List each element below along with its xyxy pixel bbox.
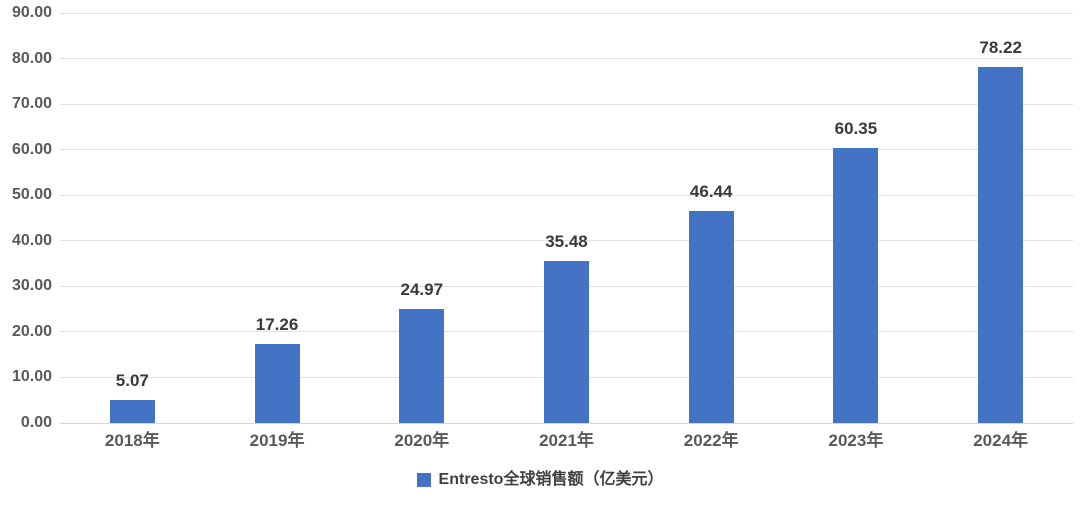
y-tick-label: 80.00: [11, 49, 52, 67]
gridline: [60, 58, 1073, 60]
bar-value-label: 35.48: [545, 232, 588, 252]
plot-area: 5.07 17.26 24.97 35.48 46.44 60.35 78.22: [60, 12, 1073, 424]
gridline: [60, 422, 1073, 424]
x-tick-label: 2018年: [104, 431, 160, 450]
bar-value-label: 46.44: [689, 182, 733, 202]
bar-value-label: 60.35: [834, 119, 878, 139]
y-tick-label: 30.00: [11, 277, 52, 295]
legend-square-icon: [416, 473, 431, 487]
x-tick-label: 2023年: [828, 431, 884, 450]
y-axis: 0.00 10.00 20.00 30.00 40.00 50.00 60.00 70.00 8…: [0, 4, 52, 431]
x-tick-label: 2019年: [249, 431, 305, 450]
x-axis: 2018年 2019年 2020年 2021年 2022年 2023年 2024年: [60, 430, 1073, 454]
bar-value-label: 17.26: [255, 315, 299, 335]
y-tick-label: 90.00: [11, 4, 52, 21]
bar-2023年: [833, 148, 879, 423]
gridline: [60, 149, 1073, 151]
y-tick-label: 50.00: [11, 186, 52, 204]
x-tick-label: 2020年: [394, 431, 450, 450]
gridline: [60, 12, 1073, 14]
y-tick-label: 0.00: [20, 414, 52, 431]
bar-value-label: 5.07: [115, 370, 149, 390]
bar-value-label: 24.97: [400, 280, 444, 300]
bar-2022年: [688, 211, 734, 423]
x-tick-label: 2021年: [539, 431, 594, 450]
y-tick-label: 20.00: [11, 322, 52, 340]
bar-2021年: [544, 261, 589, 423]
bar-2018年: [109, 399, 155, 423]
legend-label: Entresto全球销售额（亿美元）: [438, 471, 664, 488]
gridline: [60, 194, 1073, 196]
y-tick-label: 40.00: [11, 231, 52, 249]
x-tick-label: 2024年: [973, 431, 1029, 450]
bar-value-label: 78.22: [979, 37, 1022, 57]
y-tick-label: 60.00: [11, 140, 52, 158]
legend: Entresto全球销售额（亿美元）: [0, 470, 1080, 490]
bar-2020年: [399, 309, 445, 423]
y-tick-label: 10.00: [11, 368, 52, 386]
x-tick-label: 2022年: [683, 431, 739, 450]
gridline: [60, 103, 1073, 105]
gridline: [60, 240, 1073, 242]
y-tick-label: 70.00: [11, 95, 52, 113]
bar-2024年: [978, 66, 1024, 423]
bar-2019年: [254, 344, 300, 423]
